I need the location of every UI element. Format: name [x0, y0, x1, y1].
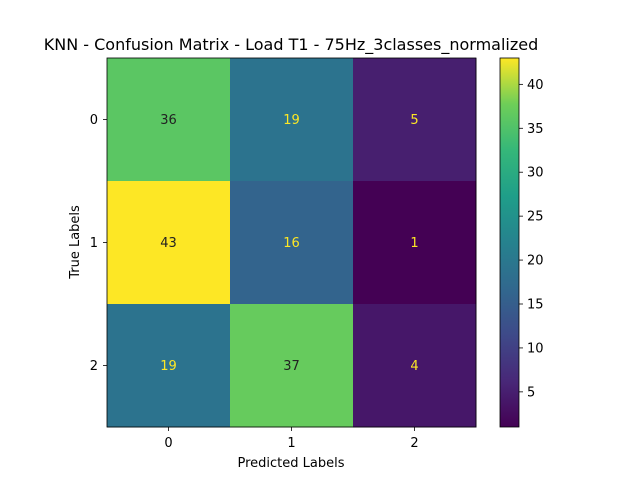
heatmap-cell	[230, 304, 354, 428]
cell-value-label: 1	[410, 236, 418, 251]
heatmap-cell	[353, 181, 477, 305]
y-axis-label: True Labels	[68, 205, 83, 280]
colorbar-tick-label: 15	[527, 298, 544, 313]
heatmap-cell	[230, 58, 354, 182]
chart-title: KNN - Confusion Matrix - Load T1 - 75Hz_…	[44, 35, 539, 55]
y-tick-label: 1	[90, 236, 98, 251]
x-tick-label: 0	[164, 436, 172, 451]
y-tick-label: 0	[90, 113, 98, 128]
colorbar	[499, 57, 520, 428]
cell-value-label: 4	[410, 359, 418, 374]
colorbar-tick-label: 40	[527, 78, 544, 93]
heatmap-cell	[353, 58, 477, 182]
x-axis-label: Predicted Labels	[237, 456, 344, 471]
colorbar-tick-label: 25	[527, 210, 544, 225]
cell-value-label: 16	[283, 236, 300, 251]
colorbar-tick-label: 35	[527, 122, 544, 137]
heatmap-cell	[107, 181, 231, 305]
heatmap-cells	[107, 58, 477, 428]
cell-value-label: 19	[160, 359, 177, 374]
x-tick-label: 2	[410, 436, 418, 451]
heatmap-cell	[107, 304, 231, 428]
x-tick-label: 1	[287, 436, 295, 451]
x-axis-ticks: 0 1 2	[164, 427, 419, 451]
colorbar-tick-label: 20	[527, 254, 544, 269]
colorbar-tick-label: 30	[527, 166, 544, 181]
y-axis-ticks: 0 1 2	[90, 113, 107, 374]
y-tick-label: 2	[90, 359, 98, 374]
heatmap-cell	[353, 304, 477, 428]
cell-value-label: 19	[283, 113, 300, 128]
cell-value-label: 5	[410, 113, 418, 128]
colorbar-tick-label: 10	[527, 341, 544, 356]
colorbar-ticks: 5 10 15 20 25 30 35 40	[519, 78, 544, 400]
cell-value-label: 43	[160, 236, 177, 251]
colorbar-tick-label: 5	[527, 385, 535, 400]
heatmap-cell	[230, 181, 354, 305]
cell-value-label: 37	[283, 359, 300, 374]
heatmap-cell	[107, 58, 231, 182]
cell-value-label: 36	[160, 113, 177, 128]
heatmap-cell-labels: 36 19 5 43 16 1 19 37 4	[160, 113, 418, 374]
